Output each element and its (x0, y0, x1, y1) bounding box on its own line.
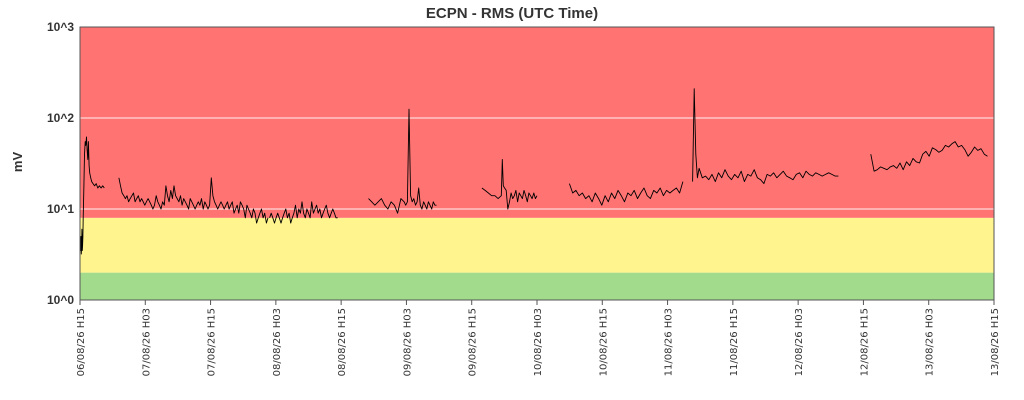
series-segment-0-3 (368, 108, 437, 214)
x-tick-label-8: 10/08/26 H15 (598, 308, 609, 376)
x-tick-label-2: 07/08/26 H15 (207, 308, 218, 376)
y-tick-label-0: 10^0 (47, 293, 74, 307)
y-tick-label-3: 10^3 (47, 20, 74, 34)
y-axis-ticks: 10^0 10^1 10^2 10^3 (47, 20, 74, 307)
threshold-band-1 (80, 217, 994, 273)
x-tick-label-12: 12/08/26 H15 (859, 308, 870, 376)
x-tick-label-3: 08/08/26 H03 (272, 308, 283, 376)
rms-series (79, 88, 988, 255)
x-tick-label-4: 08/08/26 H15 (337, 308, 348, 376)
threshold-bands (80, 27, 994, 300)
threshold-band-0 (80, 272, 994, 300)
x-tick-label-14: 13/08/26 H15 (990, 308, 1001, 376)
y-tick-label-2: 10^2 (47, 111, 74, 125)
x-tick-label-7: 10/08/26 H03 (533, 308, 544, 376)
series-segment-0-2 (269, 201, 338, 224)
series-segment-0-6 (692, 88, 839, 185)
y-tick-label-1: 10^1 (47, 202, 74, 216)
x-tick-label-0: 06/08/26 H15 (76, 308, 87, 376)
x-tick-label-11: 12/08/26 H03 (794, 308, 805, 376)
chart-title: ECPN - RMS (UTC Time) (426, 5, 598, 22)
x-tick-label-5: 09/08/26 H03 (402, 308, 413, 376)
x-tick-label-9: 11/08/26 H03 (664, 308, 675, 376)
series-segment-0-4 (481, 159, 538, 210)
series-segment-0-0 (79, 136, 105, 255)
series-segment-0-5 (568, 181, 684, 206)
series-segment-0-7 (870, 141, 988, 172)
x-axis-ticks: 06/08/26 H15 07/08/26 H03 07/08/26 H15 08/0… (76, 300, 1001, 376)
y-axis-label: mV (10, 152, 25, 173)
grid-lines (80, 117, 994, 210)
x-tick-label-10: 11/08/26 H15 (729, 308, 740, 376)
x-tick-label-13: 13/08/26 H03 (925, 308, 936, 376)
x-tick-label-1: 07/08/26 H03 (141, 308, 152, 376)
series-segment-0-1 (118, 177, 269, 224)
x-tick-label-6: 09/08/26 H15 (468, 308, 479, 376)
threshold-band-2 (80, 27, 994, 218)
